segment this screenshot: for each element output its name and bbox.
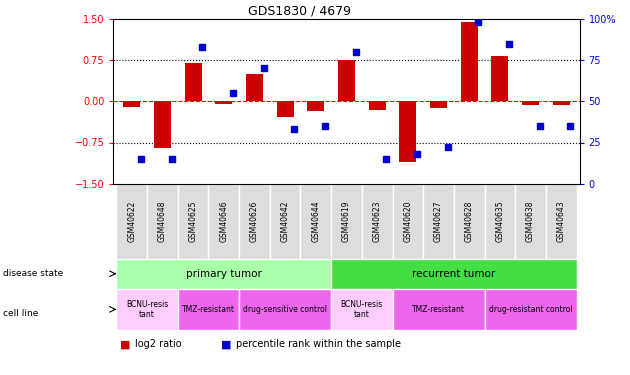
Point <box>412 151 422 157</box>
Bar <box>117 259 331 289</box>
Text: TMZ-resistant: TMZ-resistant <box>412 305 465 314</box>
Bar <box>461 21 478 101</box>
Point <box>504 40 514 46</box>
Text: GSM40648: GSM40648 <box>158 201 167 242</box>
Bar <box>277 101 294 117</box>
Point <box>259 65 269 71</box>
Bar <box>147 184 178 259</box>
Bar <box>239 184 270 259</box>
Text: ■: ■ <box>220 339 231 350</box>
Text: percentile rank within the sample: percentile rank within the sample <box>236 339 401 350</box>
Bar <box>454 184 484 259</box>
Bar <box>117 289 178 330</box>
Bar <box>392 184 423 259</box>
Point <box>565 123 575 129</box>
Bar <box>362 184 392 259</box>
Text: GSM40635: GSM40635 <box>495 200 505 242</box>
Text: GSM40622: GSM40622 <box>127 201 136 242</box>
Text: drug-resistant control: drug-resistant control <box>489 305 572 314</box>
Bar <box>239 289 331 330</box>
Bar <box>423 184 454 259</box>
Text: primary tumor: primary tumor <box>186 269 261 279</box>
Bar <box>215 101 232 104</box>
Text: BCNU-resis
tant: BCNU-resis tant <box>126 300 168 319</box>
Text: TMZ-resistant: TMZ-resistant <box>182 305 235 314</box>
Bar <box>270 184 301 259</box>
Bar <box>301 184 331 259</box>
Point <box>166 156 176 162</box>
Bar <box>392 289 484 330</box>
Bar <box>307 101 324 111</box>
Text: drug-sensitive control: drug-sensitive control <box>243 305 327 314</box>
Text: GSM40628: GSM40628 <box>465 201 474 242</box>
Bar <box>484 289 576 330</box>
Bar <box>430 101 447 108</box>
Text: GSM40623: GSM40623 <box>373 201 382 242</box>
Point <box>136 156 146 162</box>
Bar <box>369 101 386 109</box>
Bar <box>209 184 239 259</box>
Text: recurrent tumor: recurrent tumor <box>412 269 495 279</box>
Point <box>351 49 361 55</box>
Point <box>381 156 391 162</box>
Text: ■: ■ <box>120 339 130 350</box>
Point <box>443 144 453 150</box>
Bar <box>178 184 209 259</box>
Bar <box>546 184 576 259</box>
Bar <box>331 259 576 289</box>
Text: GSM40619: GSM40619 <box>342 201 351 242</box>
Bar <box>123 101 140 107</box>
Text: log2 ratio: log2 ratio <box>135 339 182 350</box>
Bar <box>178 289 239 330</box>
Text: GSM40643: GSM40643 <box>557 200 566 242</box>
Point <box>535 123 545 129</box>
Point <box>289 126 299 132</box>
Text: cell line: cell line <box>3 309 38 318</box>
Title: GDS1830 / 4679: GDS1830 / 4679 <box>248 4 352 18</box>
Text: GSM40644: GSM40644 <box>311 200 320 242</box>
Bar <box>338 60 355 101</box>
Bar <box>515 184 546 259</box>
Bar <box>185 63 202 101</box>
Bar <box>331 289 392 330</box>
Text: GSM40642: GSM40642 <box>280 201 290 242</box>
Bar <box>331 184 362 259</box>
Bar <box>484 184 515 259</box>
Bar <box>246 74 263 101</box>
Bar <box>117 184 147 259</box>
Text: GSM40627: GSM40627 <box>434 201 443 242</box>
Text: disease state: disease state <box>3 269 64 278</box>
Text: GSM40626: GSM40626 <box>250 201 259 242</box>
Text: GSM40620: GSM40620 <box>403 201 413 242</box>
Bar <box>154 101 171 148</box>
Point <box>320 123 330 129</box>
Text: BCNU-resis
tant: BCNU-resis tant <box>341 300 383 319</box>
Point <box>197 44 207 50</box>
Bar <box>553 101 570 105</box>
Point <box>473 19 483 25</box>
Text: GSM40646: GSM40646 <box>219 200 228 242</box>
Bar <box>491 56 508 101</box>
Bar <box>522 101 539 105</box>
Text: GSM40625: GSM40625 <box>188 201 198 242</box>
Bar <box>399 101 416 162</box>
Text: GSM40638: GSM40638 <box>526 201 535 242</box>
Point <box>228 90 238 96</box>
